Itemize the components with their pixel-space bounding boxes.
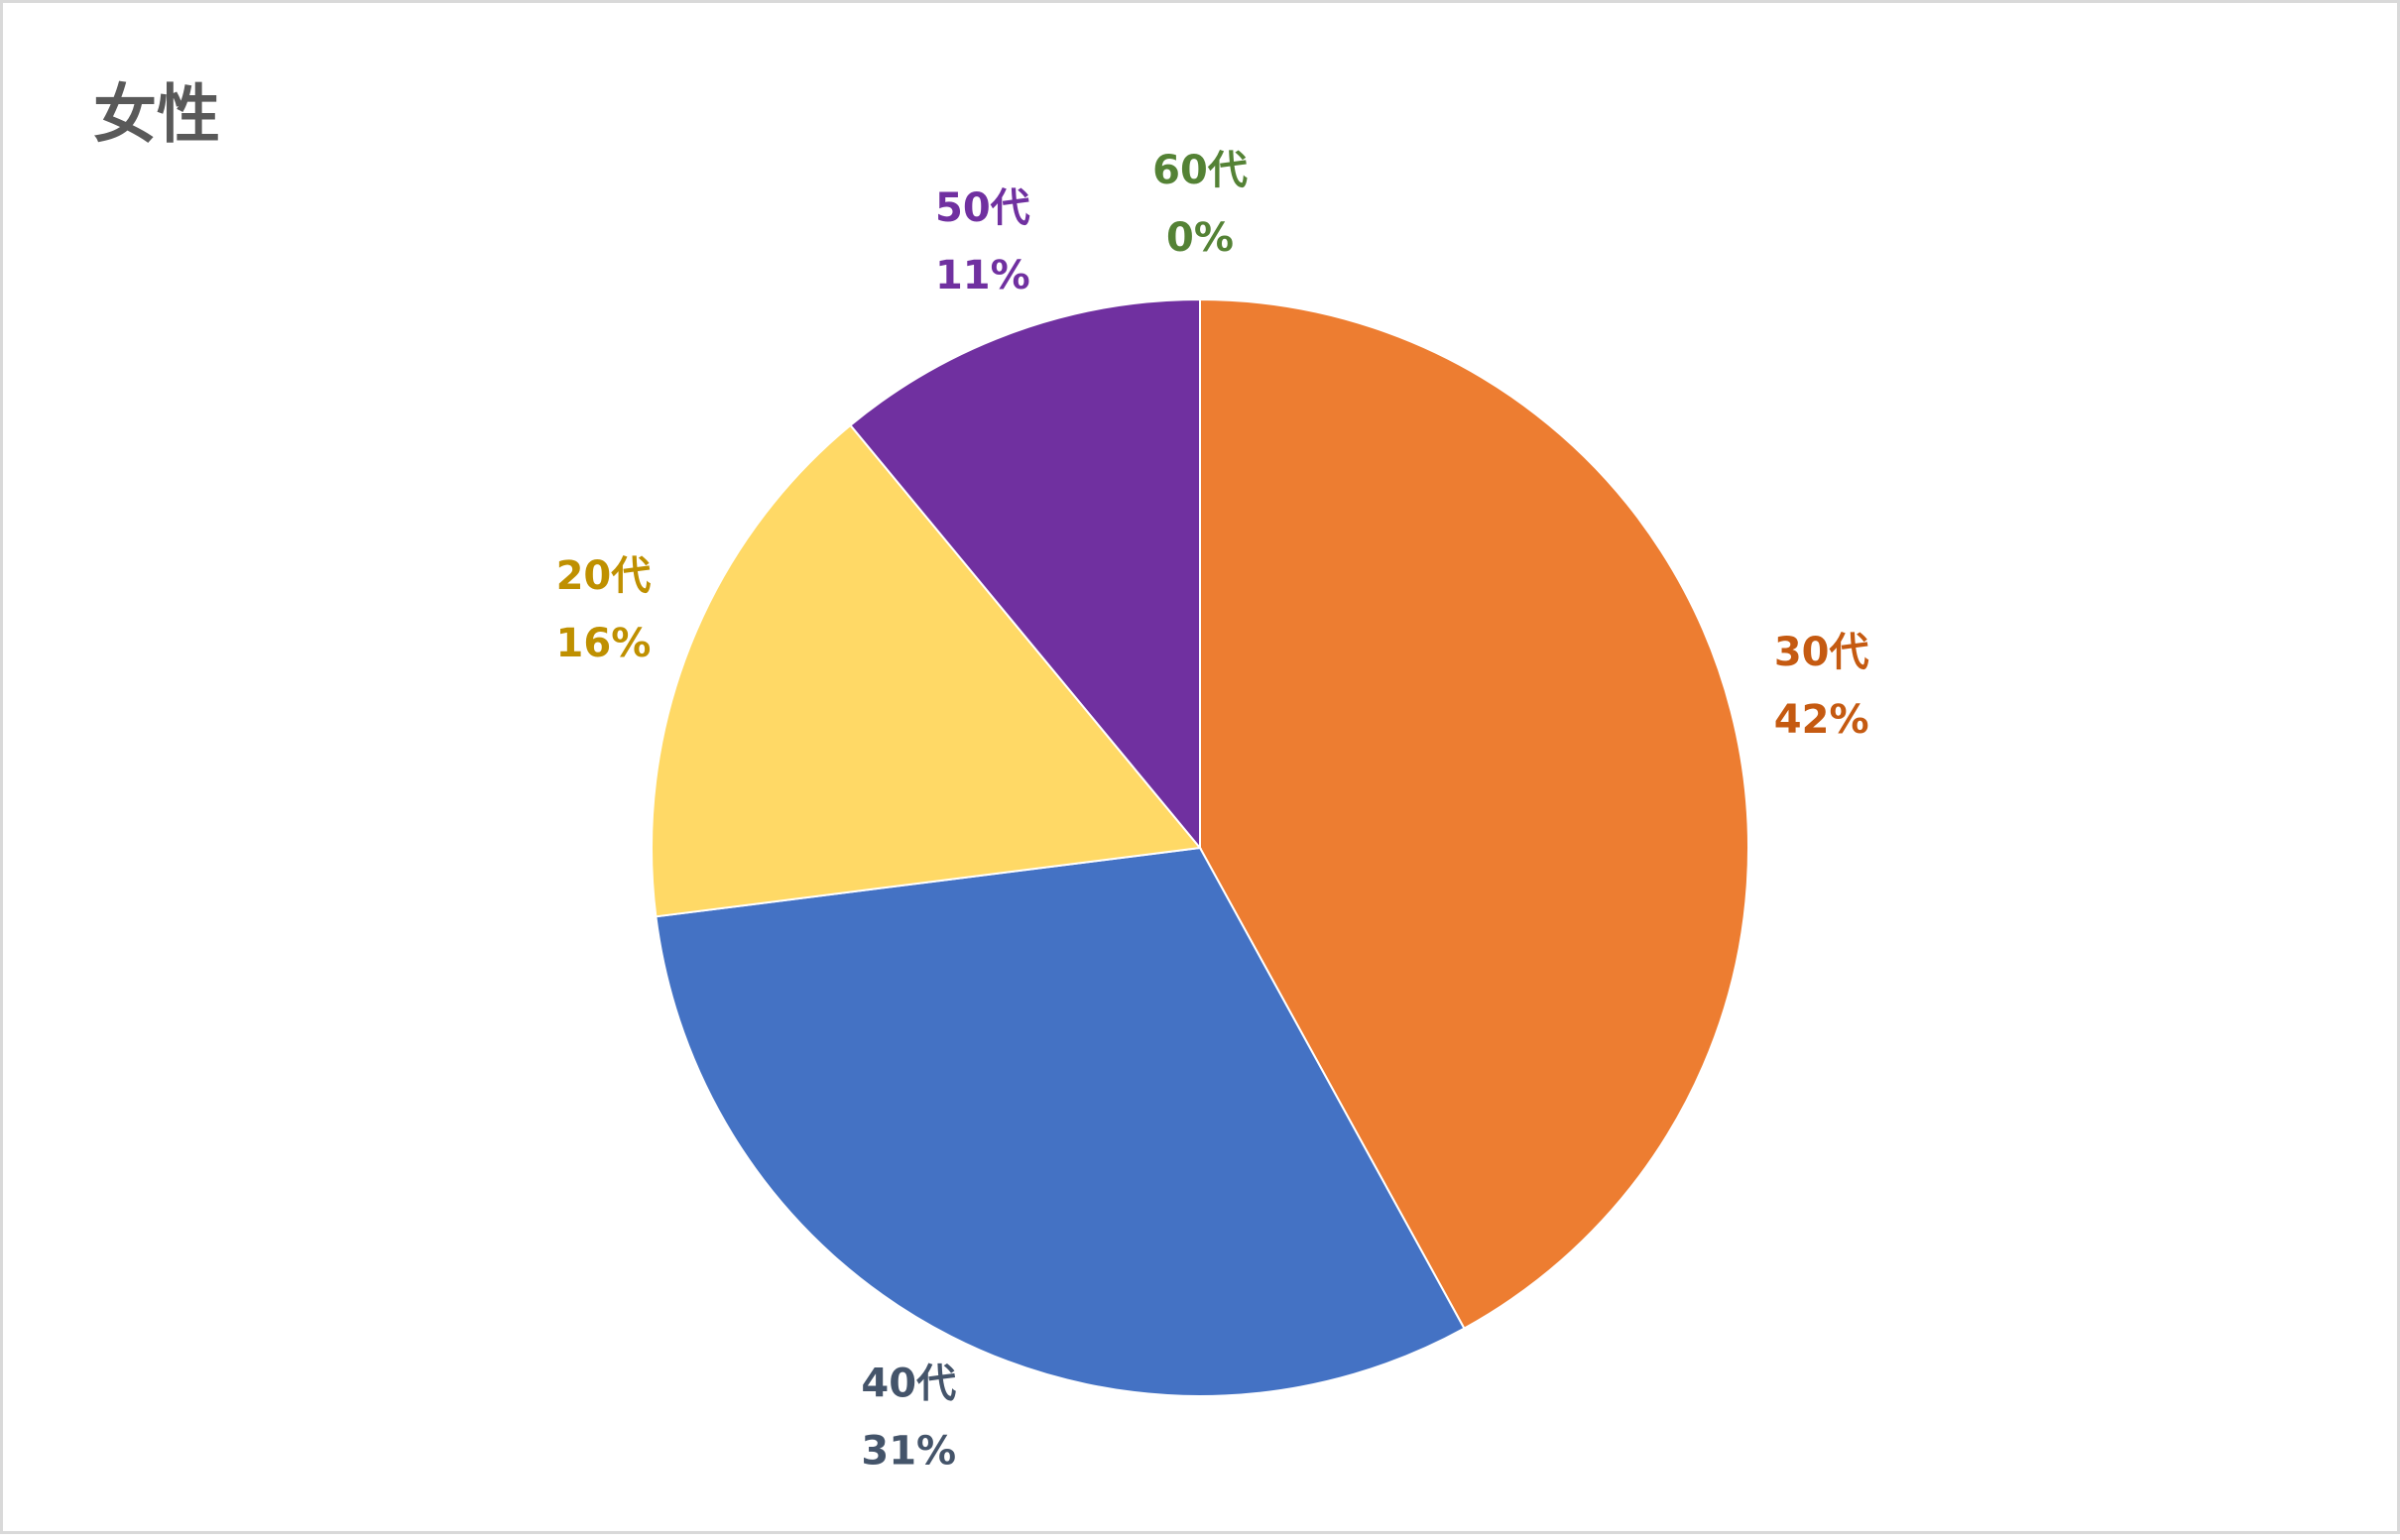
slice-category-label: 50代 (935, 185, 1030, 231)
slice-category-label: 60代 (1152, 148, 1248, 193)
slice-value-label: 42% (1774, 697, 1869, 743)
slice-value-label: 0% (1166, 215, 1234, 261)
slice-category-label: 20代 (556, 553, 652, 599)
slice-category-label: 30代 (1774, 630, 1869, 675)
pie-slice (849, 297, 1201, 851)
chart-title: 女性 (93, 79, 220, 153)
slice-category-label: 40代 (861, 1361, 956, 1406)
slice-value-label: 16% (556, 621, 652, 666)
pie-slice (651, 423, 1202, 918)
slice-value-label: 31% (861, 1428, 956, 1474)
slice-value-label: 11% (935, 253, 1030, 298)
pie-slice (655, 846, 1466, 1397)
pie-slice (1199, 297, 1749, 1330)
